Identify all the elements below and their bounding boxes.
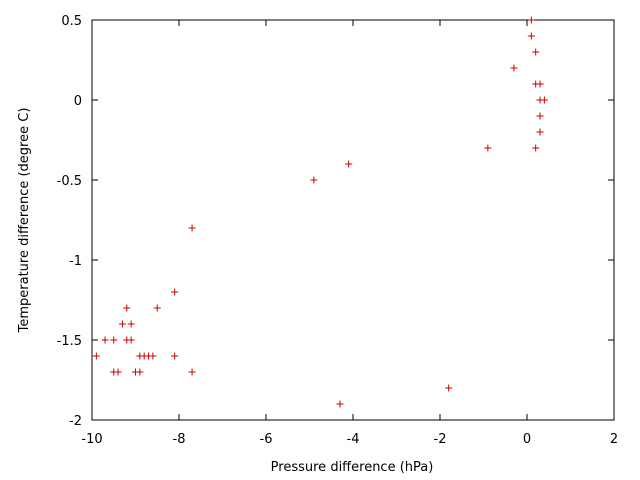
data-points xyxy=(92,16,548,408)
data-point xyxy=(527,32,535,40)
x-axis-title: Pressure difference (hPa) xyxy=(271,460,434,475)
data-point xyxy=(510,64,518,72)
data-point xyxy=(532,144,540,152)
data-point xyxy=(127,320,135,328)
data-point xyxy=(149,352,157,360)
data-point xyxy=(114,368,122,376)
data-point xyxy=(136,368,144,376)
data-point xyxy=(118,320,126,328)
x-tick-labels: -10 -8 -6 -4 -2 0 2 xyxy=(81,432,618,447)
y-tick-label: -1 xyxy=(69,254,82,269)
data-point xyxy=(171,288,179,296)
y-tick-label: 0.5 xyxy=(61,14,82,29)
data-point xyxy=(527,16,535,24)
x-tick-label: 2 xyxy=(610,432,618,447)
data-point xyxy=(536,112,544,120)
data-point xyxy=(110,336,118,344)
y-tick-label: 0 xyxy=(74,94,82,109)
x-tick-label: -6 xyxy=(260,432,273,447)
axis-ticks xyxy=(91,19,615,421)
data-point xyxy=(92,352,100,360)
data-point xyxy=(101,336,109,344)
x-tick-label: 0 xyxy=(523,432,531,447)
data-point xyxy=(188,368,196,376)
data-point xyxy=(536,80,544,88)
y-tick-labels: -2 -1.5 -1 -0.5 0 0.5 xyxy=(57,14,82,429)
data-point xyxy=(540,96,548,104)
x-tick-label: -8 xyxy=(173,432,186,447)
y-tick-label: -2 xyxy=(69,414,82,429)
data-point xyxy=(532,48,540,56)
data-point xyxy=(345,160,353,168)
y-axis-title: Temperature difference (degree C) xyxy=(17,108,32,334)
x-tick-label: -10 xyxy=(81,432,102,447)
data-point xyxy=(484,144,492,152)
data-point xyxy=(123,304,131,312)
data-point xyxy=(153,304,161,312)
data-point xyxy=(536,128,544,136)
data-point xyxy=(310,176,318,184)
data-point xyxy=(336,400,344,408)
data-point xyxy=(171,352,179,360)
plot-frame xyxy=(91,19,615,421)
y-tick-label: -0.5 xyxy=(57,174,82,189)
data-point xyxy=(127,336,135,344)
data-point xyxy=(445,384,453,392)
data-point xyxy=(188,224,196,232)
x-tick-label: -4 xyxy=(347,432,360,447)
y-tick-label: -1.5 xyxy=(57,334,82,349)
x-tick-label: -2 xyxy=(434,432,447,447)
